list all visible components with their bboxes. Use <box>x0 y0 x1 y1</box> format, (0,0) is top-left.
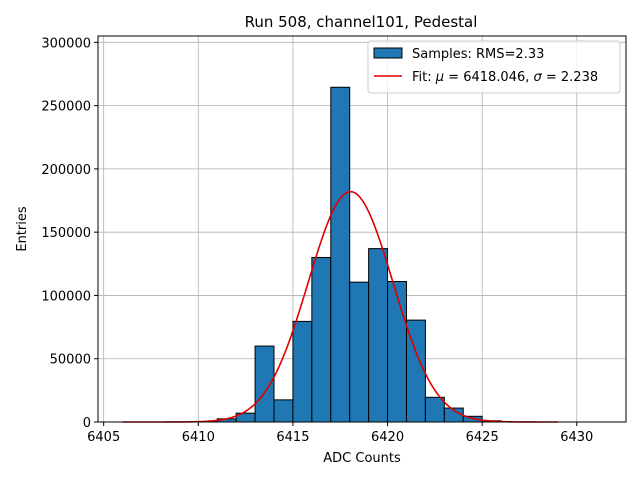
x-tick-label-4: 6425 <box>466 430 499 445</box>
legend-fit-label: Fit: μ = 6418.046, σ = 2.238 <box>412 70 598 85</box>
y-tick-label-1: 50000 <box>50 353 91 368</box>
histogram-bar-3 <box>254 345 275 423</box>
histogram-bar-9 <box>368 248 389 423</box>
legend: Samples: RMS=2.33 Fit: μ = 6418.046, σ =… <box>367 40 621 94</box>
plot-frame <box>97 35 627 423</box>
grid <box>98 36 626 423</box>
x-tick-label-1: 6410 <box>182 430 215 445</box>
y-tick-label-3: 150000 <box>41 226 91 241</box>
histogram-bar-7 <box>330 86 351 423</box>
y-tick-label-4: 200000 <box>41 163 91 178</box>
y-axis-ticks: 0 50000 100000 150000 200000 250000 300000 <box>41 36 98 431</box>
legend-samples-label: Samples: RMS=2.33 <box>412 47 544 62</box>
y-tick-label-5: 250000 <box>41 100 91 115</box>
histogram-bar-5 <box>292 320 313 423</box>
histogram-bar-8 <box>349 281 370 423</box>
histogram-bar-12 <box>424 396 445 423</box>
legend-box <box>367 40 621 94</box>
x-tick-label-0: 6405 <box>87 430 120 445</box>
legend-samples-swatch <box>373 47 403 59</box>
x-tick-label-3: 6420 <box>371 430 404 445</box>
y-tick-label-0: 0 <box>83 416 91 431</box>
x-tick-label-5: 6430 <box>560 430 593 445</box>
chart-title: Run 508, channel101, Pedestal <box>245 13 478 31</box>
x-axis-label: ADC Counts <box>323 451 401 466</box>
x-axis-ticks: 6405 6410 6415 6420 6425 6430 <box>87 422 593 445</box>
y-tick-label-6: 300000 <box>41 36 91 51</box>
histogram-bar-6 <box>311 256 332 423</box>
x-tick-label-2: 6415 <box>276 430 309 445</box>
y-axis-label: Entries <box>15 206 30 252</box>
histogram-bar-10 <box>387 281 407 423</box>
y-tick-label-2: 100000 <box>41 289 91 304</box>
histogram-bar-4 <box>273 399 294 423</box>
